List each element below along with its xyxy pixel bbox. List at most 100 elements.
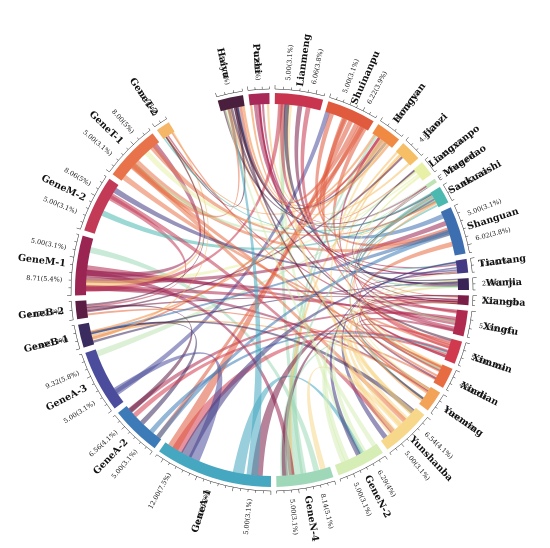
tick-mark <box>362 107 366 111</box>
tick-mark <box>438 176 442 179</box>
tick-mark <box>384 455 388 460</box>
tick-mark <box>429 163 433 166</box>
arc-genea-3 <box>85 349 124 409</box>
arc-wanjia <box>457 278 469 290</box>
tick-mark <box>435 406 438 409</box>
tick-mark <box>449 383 453 385</box>
tick-mark <box>104 404 107 407</box>
value-label-genea-1: 5.00(3.1%) <box>242 498 254 535</box>
tick-mark <box>69 319 74 321</box>
tick-ring-haiyu <box>216 90 243 98</box>
tick-mark <box>329 93 331 98</box>
tick-mark <box>80 221 83 223</box>
tick-mark <box>116 158 119 161</box>
tick-mark <box>224 92 226 95</box>
arc-geneb-1 <box>78 322 95 348</box>
tick-mark <box>389 452 392 456</box>
value-label-genea-1: 12.00(7.5%) <box>146 471 173 510</box>
arc-xiangba <box>457 295 469 306</box>
tick-ring-xingfu <box>467 311 473 338</box>
tick-mark <box>181 470 184 473</box>
arc-xingfu <box>452 309 468 337</box>
tick-mark <box>349 102 352 105</box>
arc-shuinanpu <box>325 101 374 131</box>
ribbon-lianmeng <box>300 106 457 314</box>
tick-mark <box>336 97 338 100</box>
tick-mark <box>315 89 318 94</box>
tick-mark <box>148 128 151 131</box>
arc-genem-2 <box>84 178 119 234</box>
tick-mark <box>443 182 447 186</box>
tick-ring-sankuaishi <box>443 184 453 201</box>
tick-mark <box>75 340 78 342</box>
tick-mark <box>359 470 362 474</box>
tick-mark <box>369 111 371 115</box>
tick-ring-genem-2 <box>80 176 107 230</box>
tick-mark <box>152 123 155 127</box>
tick-mark <box>138 441 141 445</box>
tick-mark <box>99 181 103 183</box>
tick-ring-shuinanpu <box>329 97 376 119</box>
tick-mark <box>82 214 86 216</box>
ribbon-mugedao <box>352 186 442 371</box>
tick-ring-xindian <box>446 370 457 390</box>
tick-mark <box>130 141 134 145</box>
tick-mark <box>443 394 448 397</box>
tick-mark <box>401 443 405 447</box>
tick-ring-geneb-1 <box>73 325 81 349</box>
arc-geneb-2 <box>75 300 89 320</box>
tick-mark <box>95 187 99 190</box>
tick-mark <box>421 153 424 156</box>
tick-mark <box>406 438 409 441</box>
tick-mark <box>149 451 153 455</box>
tick-mark <box>127 431 130 434</box>
arc-mugedao <box>425 178 437 189</box>
tick-mark <box>210 481 212 485</box>
arc-lianmeng <box>274 93 324 111</box>
tick-mark <box>69 256 74 258</box>
tick-mark <box>422 422 425 425</box>
value-label-lianmeng: 6.06(3.8%) <box>310 48 325 85</box>
segment-label-genen-4: GeneN-4 <box>302 495 321 543</box>
tick-mark <box>323 93 326 96</box>
arc-genem-1 <box>75 235 94 296</box>
value-label-genen-4: 8.14(5.1%) <box>319 493 336 530</box>
tick-mark <box>454 203 459 206</box>
tick-mark <box>165 116 167 119</box>
value-label-genen-4: 5.00(3.1%) <box>288 499 299 536</box>
tick-mark <box>126 147 129 150</box>
tick-mark <box>366 467 368 470</box>
tick-mark <box>217 483 219 487</box>
tick-mark <box>86 376 91 379</box>
tick-mark <box>427 417 431 421</box>
arc-haiyu <box>217 95 245 112</box>
value-label-lianmeng: 5.00(3.1%) <box>284 44 295 81</box>
arc-yueming <box>419 386 441 411</box>
value-label-genem-1: 8.71(5.4%) <box>26 274 63 284</box>
tick-mark <box>412 433 415 436</box>
tick-mark <box>111 164 114 167</box>
tick-mark <box>81 361 85 363</box>
tick-mark <box>417 428 420 431</box>
arc-yunshanba <box>380 407 425 450</box>
tick-mark <box>133 436 136 440</box>
tick-mark <box>446 389 449 392</box>
segment-label-xiangba: Xiangba <box>482 296 526 309</box>
value-label-wanjia: 2.69(1.7%) <box>482 279 519 288</box>
segment-arcs <box>75 93 469 487</box>
tick-mark <box>168 462 170 466</box>
segment-label-genem-1: GeneM-1 <box>17 252 66 269</box>
tick-mark <box>447 191 451 193</box>
tick-ring-shanguan <box>454 205 470 253</box>
arc-genea-1 <box>159 442 272 487</box>
arc-xindian <box>433 364 453 388</box>
tick-mark <box>84 368 88 371</box>
tick-mark <box>430 412 434 415</box>
arc-ximmin <box>444 338 463 364</box>
tick-mark <box>142 132 145 135</box>
tick-ring-puzhi <box>247 88 270 91</box>
tick-mark <box>224 485 226 489</box>
ribbon-geneb-2 <box>86 136 205 306</box>
tick-mark <box>91 193 95 196</box>
value-label-yueming: 4.94(3.1%) <box>443 406 478 433</box>
